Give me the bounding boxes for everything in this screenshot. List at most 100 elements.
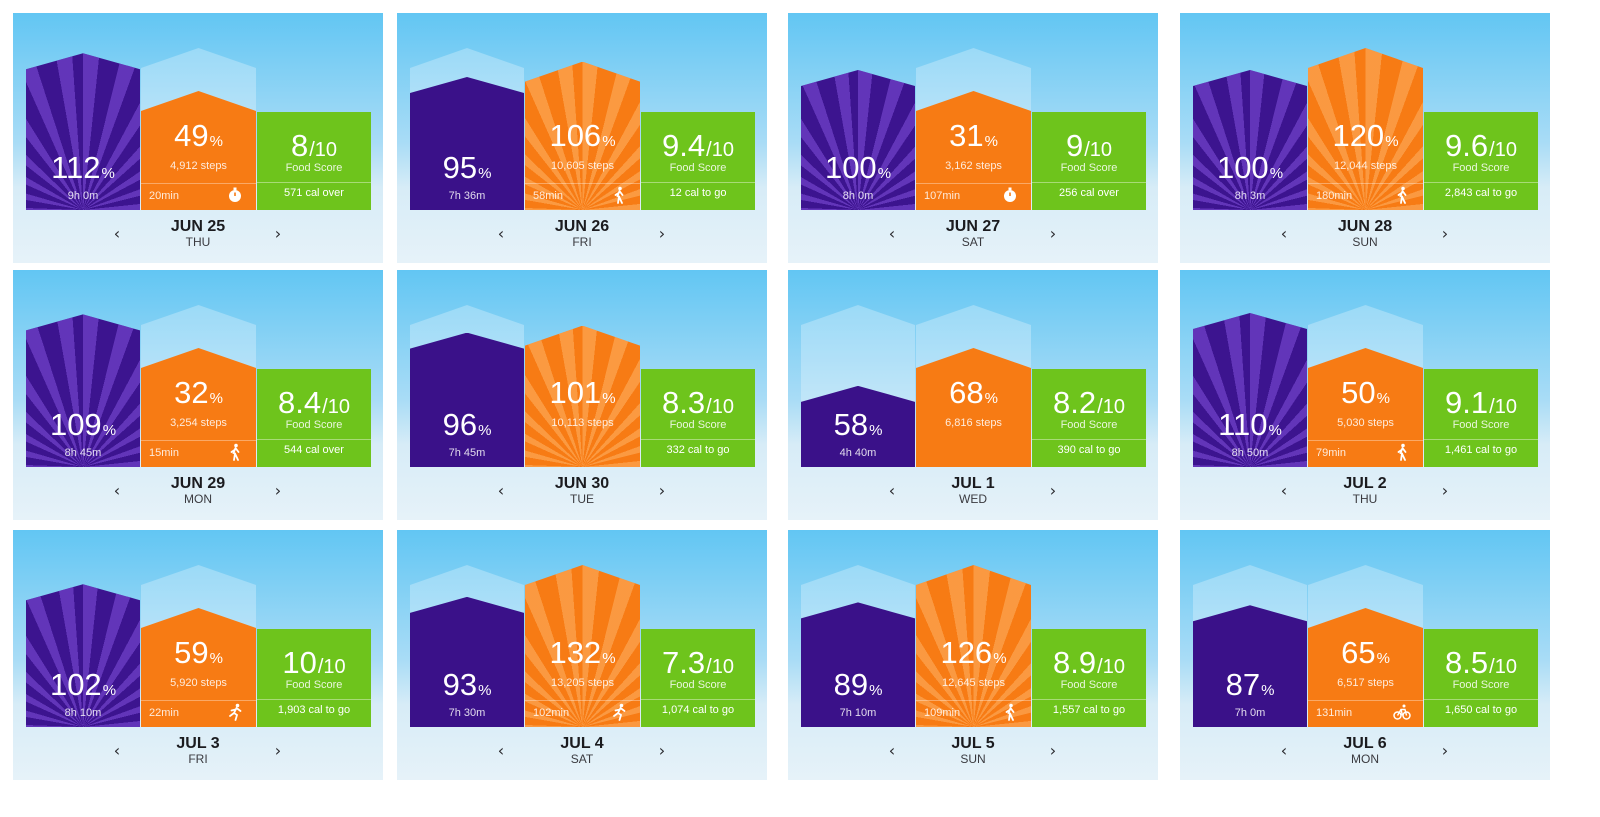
food-bar[interactable]: 9.1/10 Food Score 1,461 cal to go — [1424, 369, 1538, 467]
weekday-label: SAT — [570, 752, 594, 766]
sleep-fill — [801, 385, 915, 467]
food-bar[interactable]: 8.9/10 Food Score 1,557 cal to go — [1032, 629, 1146, 727]
day-card[interactable]: 102% 8h 10m 59% 5,920 steps 22min 10/10 … — [13, 530, 383, 780]
chevron-left-icon: ‹ — [497, 224, 505, 243]
next-day-button[interactable]: › — [652, 222, 672, 246]
sleep-duration: 8h 3m — [1234, 190, 1266, 202]
weekday-label: MON — [184, 492, 212, 506]
food-score-value: 8.4 — [278, 385, 322, 420]
weekday-label: MON — [1351, 752, 1379, 766]
prev-day-button[interactable]: ‹ — [882, 479, 902, 503]
food-bar[interactable]: 8.5/10 Food Score 1,650 cal to go — [1424, 629, 1538, 727]
sleep-bar[interactable]: 100% 8h 3m — [1193, 48, 1307, 210]
prev-day-button[interactable]: ‹ — [491, 479, 511, 503]
day-card[interactable]: 96% 7h 45m 101% 10,113 steps 8.3/10 Food… — [397, 270, 767, 520]
sleep-bar[interactable]: 96% 7h 45m — [410, 305, 524, 467]
move-bar[interactable]: 59% 5,920 steps 22min — [141, 565, 256, 727]
weekday-label: THU — [1352, 492, 1378, 506]
prev-day-button[interactable]: ‹ — [1274, 222, 1294, 246]
move-percent: 126% — [916, 637, 1031, 675]
sleep-bar[interactable]: 100% 8h 0m — [801, 48, 915, 210]
next-day-button[interactable]: › — [1043, 739, 1063, 763]
move-bar[interactable]: 106% 10,605 steps 58min — [525, 48, 640, 210]
move-bar[interactable]: 32% 3,254 steps 15min — [141, 305, 256, 467]
next-day-button[interactable]: › — [1435, 479, 1455, 503]
move-bar[interactable]: 65% 6,517 steps 131min — [1308, 565, 1423, 727]
move-percent-value: 126 — [940, 635, 993, 670]
move-bar[interactable]: 126% 12,645 steps 109min — [916, 565, 1031, 727]
prev-day-button[interactable]: ‹ — [491, 739, 511, 763]
food-score-unit: /10 — [1489, 656, 1517, 678]
food-fill — [257, 629, 371, 727]
day-card[interactable]: 95% 7h 36m 106% 10,605 steps 58min 9.4/1… — [397, 13, 767, 263]
food-bar[interactable]: 8/10 Food Score 571 cal over — [257, 112, 371, 210]
move-bar[interactable]: 132% 13,205 steps 102min — [525, 565, 640, 727]
day-card[interactable]: 89% 7h 10m 126% 12,645 steps 109min 8.9/… — [788, 530, 1158, 780]
chevron-left-icon: ‹ — [1280, 224, 1288, 243]
sleep-percent-value: 93 — [442, 667, 478, 702]
prev-day-button[interactable]: ‹ — [1274, 739, 1294, 763]
sleep-bar[interactable]: 89% 7h 10m — [801, 565, 915, 727]
move-bar[interactable]: 120% 12,044 steps 180min — [1308, 48, 1423, 210]
day-card[interactable]: 87% 7h 0m 65% 6,517 steps 131min 8.5/10 … — [1180, 530, 1550, 780]
move-bar[interactable]: 68% 6,816 steps — [916, 305, 1031, 467]
next-day-button[interactable]: › — [268, 222, 288, 246]
day-card[interactable]: 93% 7h 30m 132% 13,205 steps 102min 7.3/… — [397, 530, 767, 780]
prev-day-button[interactable]: ‹ — [491, 222, 511, 246]
walking-icon — [1005, 703, 1015, 721]
next-day-button[interactable]: › — [652, 739, 672, 763]
next-day-button[interactable]: › — [1435, 739, 1455, 763]
food-bar[interactable]: 8.4/10 Food Score 544 cal over — [257, 369, 371, 467]
move-bar[interactable]: 49% 4,912 steps 20min — [141, 48, 256, 210]
food-fill — [641, 112, 755, 210]
prev-day-button[interactable]: ‹ — [107, 739, 127, 763]
weekday-label: SUN — [960, 752, 986, 766]
food-bar[interactable]: 9.4/10 Food Score 12 cal to go — [641, 112, 755, 210]
food-bar[interactable]: 10/10 Food Score 1,903 cal to go — [257, 629, 371, 727]
sleep-bar[interactable]: 109% 8h 45m — [26, 305, 140, 467]
sleep-bar[interactable]: 110% 8h 50m — [1193, 305, 1307, 467]
calorie-balance: 544 cal over — [284, 444, 344, 456]
prev-day-button[interactable]: ‹ — [107, 479, 127, 503]
next-day-button[interactable]: › — [268, 739, 288, 763]
move-percent-value: 65 — [1341, 635, 1376, 670]
sleep-bar[interactable]: 93% 7h 30m — [410, 565, 524, 727]
food-score-value: 9 — [1065, 128, 1084, 163]
sleep-bar[interactable]: 102% 8h 10m — [26, 565, 140, 727]
sleep-bar[interactable]: 58% 4h 40m — [801, 305, 915, 467]
day-card[interactable]: 58% 4h 40m 68% 6,816 steps 8.2/10 Food S… — [788, 270, 1158, 520]
percent-unit: % — [1268, 422, 1282, 439]
food-bar[interactable]: 8.3/10 Food Score 332 cal to go — [641, 369, 755, 467]
next-day-button[interactable]: › — [268, 479, 288, 503]
prev-day-button[interactable]: ‹ — [882, 222, 902, 246]
next-day-button[interactable]: › — [1043, 222, 1063, 246]
calorie-balance: 12 cal to go — [669, 187, 727, 199]
day-card[interactable]: 110% 8h 50m 50% 5,030 steps 79min 9.1/10… — [1180, 270, 1550, 520]
food-bar[interactable]: 9.6/10 Food Score 2,843 cal to go — [1424, 112, 1538, 210]
chevron-left-icon: ‹ — [1280, 741, 1288, 760]
next-day-button[interactable]: › — [1043, 479, 1063, 503]
prev-day-button[interactable]: ‹ — [882, 739, 902, 763]
next-day-button[interactable]: › — [652, 479, 672, 503]
food-bar[interactable]: 9/10 Food Score 256 cal over — [1032, 112, 1146, 210]
move-bar[interactable]: 31% 3,162 steps 107min — [916, 48, 1031, 210]
percent-unit: % — [1269, 165, 1284, 182]
sleep-bar[interactable]: 87% 7h 0m — [1193, 565, 1307, 727]
day-card[interactable]: 109% 8h 45m 32% 3,254 steps 15min 8.4/10… — [13, 270, 383, 520]
day-card[interactable]: 100% 8h 0m 31% 3,162 steps 107min 9/10 F… — [788, 13, 1158, 263]
food-bar[interactable]: 7.3/10 Food Score 1,074 cal to go — [641, 629, 755, 727]
day-card[interactable]: 100% 8h 3m 120% 12,044 steps 180min 9.6/… — [1180, 13, 1550, 263]
prev-day-button[interactable]: ‹ — [107, 222, 127, 246]
date-bar: ‹ JUN 28 SUN › — [1180, 210, 1550, 263]
next-day-button[interactable]: › — [1435, 222, 1455, 246]
sleep-bar[interactable]: 112% 9h 0m — [26, 48, 140, 210]
sleep-bar[interactable]: 95% 7h 36m — [410, 48, 524, 210]
move-bar[interactable]: 101% 10,113 steps — [525, 305, 640, 467]
move-percent-value: 32 — [174, 375, 209, 410]
percent-unit: % — [1261, 682, 1275, 699]
move-bar[interactable]: 50% 5,030 steps 79min — [1308, 305, 1423, 467]
day-card[interactable]: 112% 9h 0m 49% 4,912 steps 20min 8/10 Fo… — [13, 13, 383, 263]
food-score: 9.1/10 — [1424, 387, 1538, 423]
prev-day-button[interactable]: ‹ — [1274, 479, 1294, 503]
food-bar[interactable]: 8.2/10 Food Score 390 cal to go — [1032, 369, 1146, 467]
